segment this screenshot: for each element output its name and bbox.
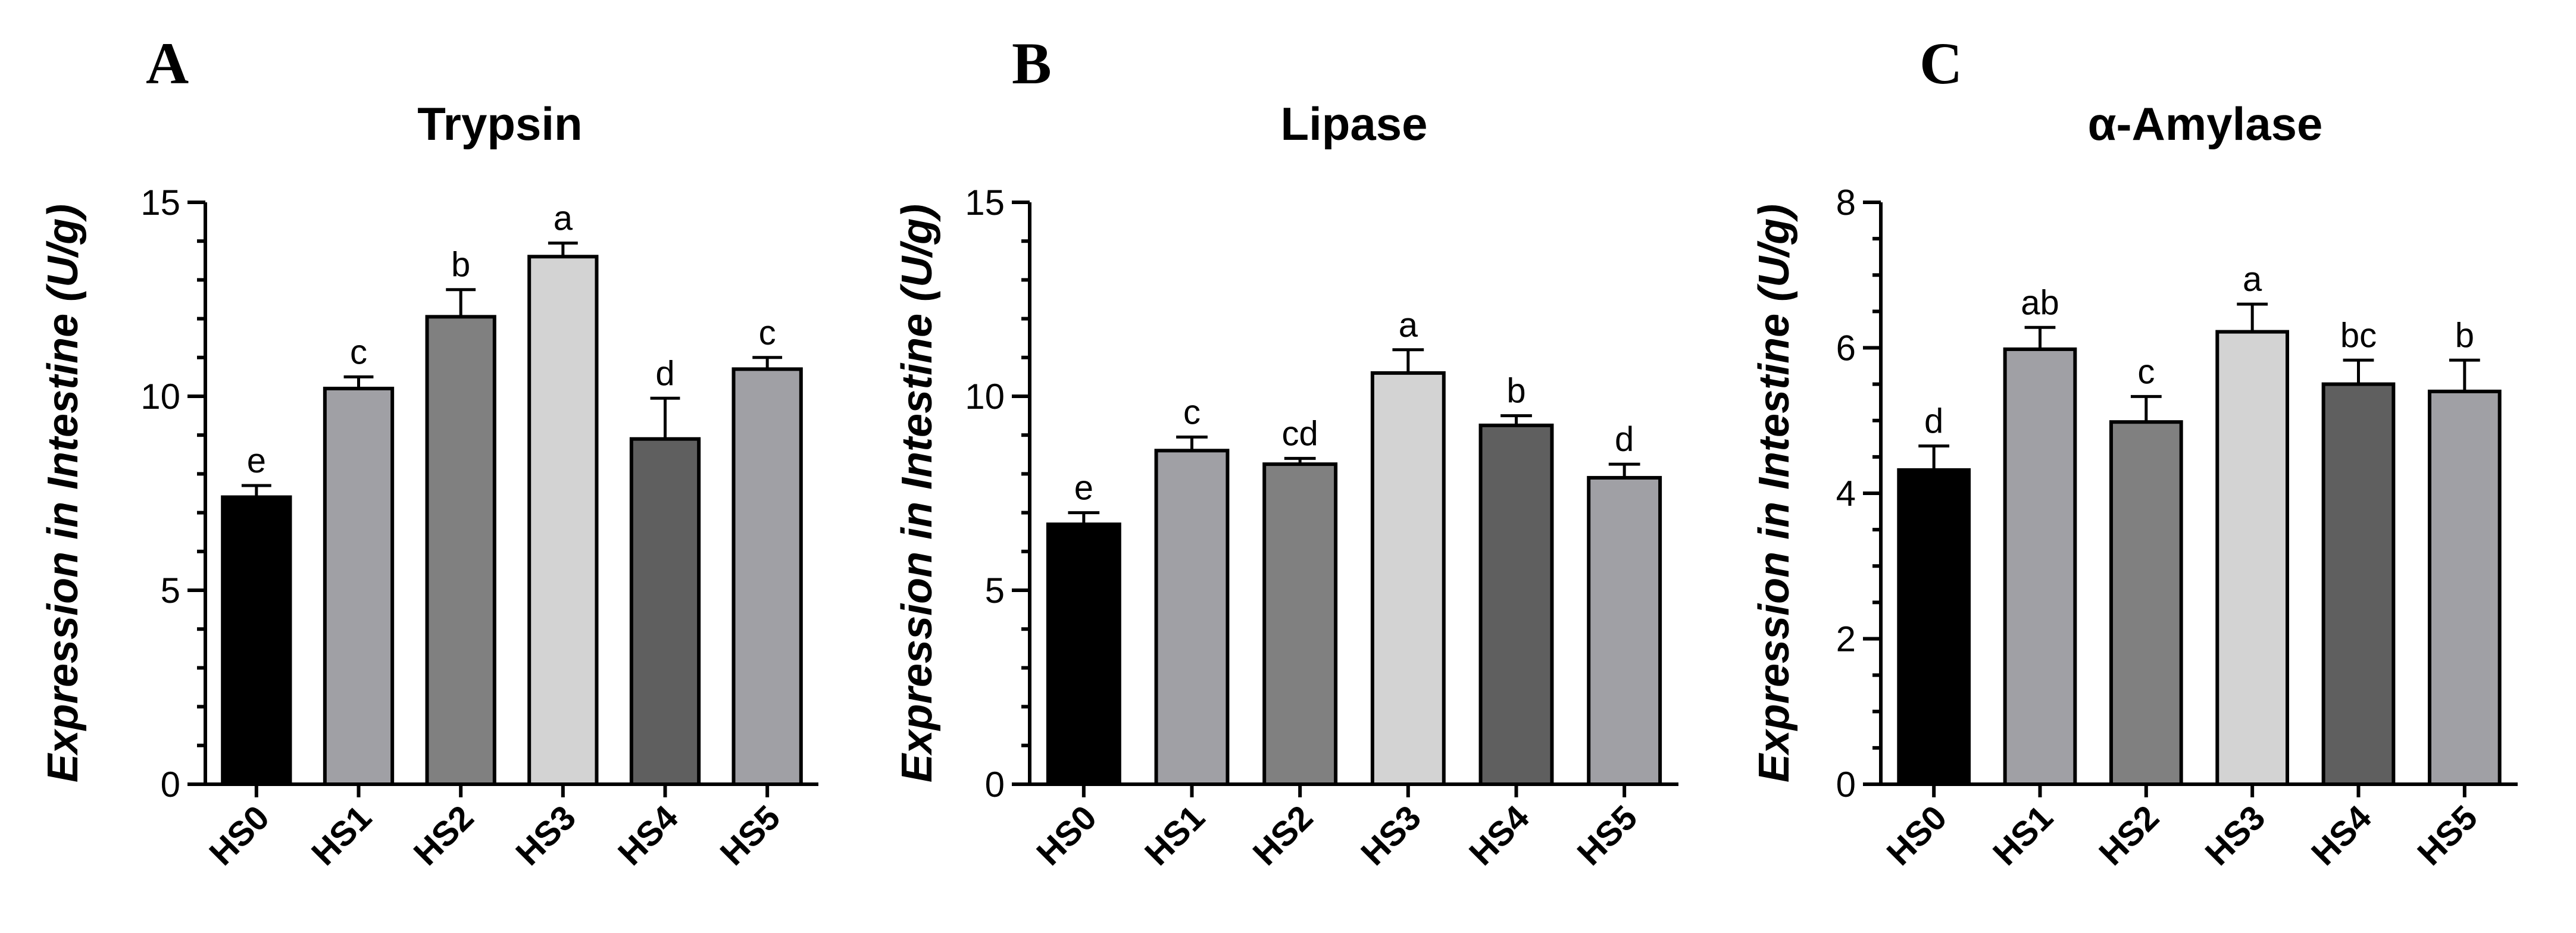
chart-title: α-Amylase xyxy=(2088,98,2323,150)
y-axis-label-suffix: (U/g) xyxy=(893,204,941,314)
y-tick-label: 4 xyxy=(1836,474,1856,514)
bar-hs4 xyxy=(629,437,701,786)
bar-hs0 xyxy=(1897,468,1971,786)
significance-letter: a xyxy=(1399,306,1418,345)
y-axis-label-prefix: Expression in xyxy=(39,490,87,782)
y-tick-label: 0 xyxy=(1836,765,1856,804)
bar-hs3 xyxy=(1370,371,1446,786)
y-tick-label: 6 xyxy=(1836,328,1856,368)
y-axis-label-prefix: Expression in xyxy=(893,490,941,782)
significance-letter: b xyxy=(2455,316,2474,355)
significance-letter: e xyxy=(1074,469,1093,508)
panel-letter: A xyxy=(146,30,189,96)
bar-hs3 xyxy=(2215,330,2290,786)
chart-title: Lipase xyxy=(1280,98,1427,150)
bar-hs1 xyxy=(1154,449,1230,786)
chart-title: Trypsin xyxy=(417,98,582,150)
significance-letter: ab xyxy=(2021,283,2059,322)
panel-letter: C xyxy=(1920,30,1962,96)
x-tick-label: HS2 xyxy=(407,798,482,873)
significance-letter: e xyxy=(247,442,266,480)
significance-letter: bc xyxy=(2340,316,2377,355)
chart-panel-c: Cα-Amylase Expression in Intestine (U/g) 0… xyxy=(1750,30,2518,873)
x-tick-label: HS3 xyxy=(2198,798,2273,873)
bar-hs1 xyxy=(323,386,395,786)
x-tick-label: HS0 xyxy=(202,798,277,873)
y-tick-label: 8 xyxy=(1836,183,1856,223)
x-tick-label: HS5 xyxy=(2410,798,2485,873)
x-tick-label: HS0 xyxy=(1029,798,1104,873)
bar-hs4 xyxy=(1478,423,1554,786)
y-tick-label: 10 xyxy=(140,377,180,417)
significance-letter: d xyxy=(1615,420,1634,459)
x-tick-label: HS5 xyxy=(1570,798,1645,873)
bar-hs1 xyxy=(2003,347,2077,786)
y-tick-label: 15 xyxy=(140,183,180,223)
significance-letter: cd xyxy=(1282,414,1318,453)
bar-hs0 xyxy=(221,495,292,787)
chart-panel-b: B Lipase Expression in Intestine (U/g) 0 5 10… xyxy=(893,30,1678,873)
y-tick-label: 5 xyxy=(985,571,1005,610)
x-tick-label: HS2 xyxy=(1246,798,1321,873)
chart-panel-a: A Trypsin Expression in Intestine (U/g) 0 5 1… xyxy=(39,30,818,873)
x-tick-label: HS1 xyxy=(1986,798,2061,873)
bar-hs2 xyxy=(2109,420,2183,786)
x-tick-label: HS1 xyxy=(304,798,379,873)
significance-letter: c xyxy=(2137,352,2155,391)
significance-letter: d xyxy=(1924,402,1943,441)
x-tick-label: HS3 xyxy=(508,798,583,873)
x-tick-label: HS1 xyxy=(1137,798,1212,873)
y-axis-label-prefix: Expression in xyxy=(1750,490,1798,782)
significance-letter: d xyxy=(655,354,674,393)
significance-letter: a xyxy=(554,199,573,237)
y-axis-label-suffix: (U/g) xyxy=(1750,204,1798,314)
y-axis-label-emph: Intestine xyxy=(893,314,941,490)
bar-hs5 xyxy=(1587,475,1662,786)
y-tick-label: 10 xyxy=(965,377,1005,417)
bar-hs5 xyxy=(2427,389,2502,786)
significance-letter: c xyxy=(1183,393,1201,431)
significance-letter: c xyxy=(759,314,776,352)
bar-hs2 xyxy=(1262,462,1338,786)
bar-hs2 xyxy=(425,315,496,786)
y-axis-label-suffix: (U/g) xyxy=(39,204,87,314)
significance-letter: c xyxy=(350,333,367,371)
y-tick-label: 0 xyxy=(985,765,1005,804)
x-tick-label: HS3 xyxy=(1353,798,1428,873)
y-tick-label: 15 xyxy=(965,183,1005,223)
significance-letter: b xyxy=(1506,372,1525,411)
bar-hs4 xyxy=(2321,382,2396,786)
x-tick-label: HS4 xyxy=(611,798,686,873)
y-axis-label: Expression in Intestine (U/g) xyxy=(39,204,87,782)
bar-hs5 xyxy=(731,367,803,786)
bar-hs0 xyxy=(1046,522,1121,786)
y-tick-label: 0 xyxy=(161,765,180,804)
x-tick-label: HS2 xyxy=(2092,798,2167,873)
significance-letter: b xyxy=(451,246,470,284)
y-tick-label: 2 xyxy=(1836,619,1856,659)
panel-letter: B xyxy=(1012,30,1052,96)
y-tick-label: 5 xyxy=(161,571,180,610)
y-axis-label-emph: Intestine xyxy=(1750,314,1798,490)
x-tick-label: HS4 xyxy=(2304,798,2379,873)
y-axis-label: Expression in Intestine (U/g) xyxy=(893,204,941,782)
x-tick-label: HS4 xyxy=(1462,798,1537,873)
significance-letter: a xyxy=(2243,260,2262,299)
y-axis-label: Expression in Intestine (U/g) xyxy=(1750,204,1798,782)
bar-hs3 xyxy=(527,255,599,786)
y-axis-label-emph: Intestine xyxy=(39,314,87,490)
x-tick-label: HS0 xyxy=(1880,798,1955,873)
x-tick-label: HS5 xyxy=(713,798,788,873)
